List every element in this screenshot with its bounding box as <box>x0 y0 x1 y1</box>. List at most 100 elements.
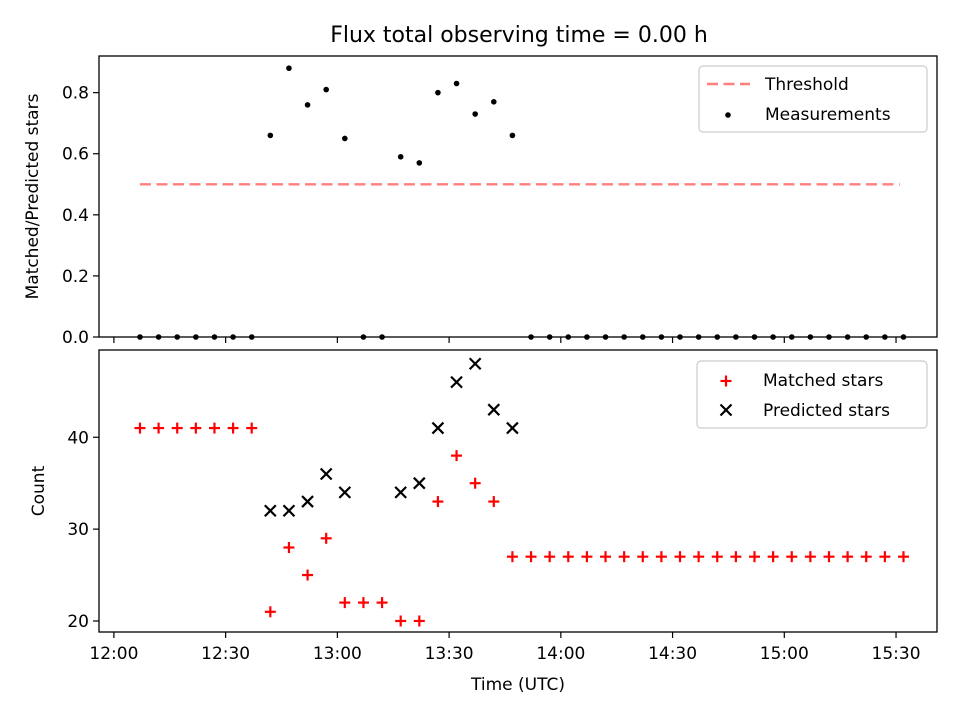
matched-point <box>395 615 407 627</box>
legend-matched-swatch <box>720 375 732 387</box>
top-ytick-label: 0.8 <box>62 84 89 104</box>
matched-point <box>562 551 574 563</box>
matched-point <box>544 551 556 563</box>
matched-point <box>246 422 258 434</box>
matched-point <box>879 551 891 563</box>
matched-point <box>190 422 202 434</box>
predicted-point-b <box>301 495 314 508</box>
matched-point <box>488 496 500 508</box>
bottom-ytick-label: 30 <box>67 520 89 540</box>
matched-point <box>897 551 909 563</box>
predicted-point-b <box>413 476 426 490</box>
matched-point <box>264 606 276 618</box>
top-axes-frame <box>98 55 938 338</box>
measurement-point <box>416 160 423 166</box>
matched-point <box>413 615 425 627</box>
predicted-point-b <box>468 357 482 371</box>
predicted-point-b <box>282 504 296 518</box>
matched-point <box>525 551 537 563</box>
measurement-point <box>304 102 311 108</box>
top-legend-frame <box>698 65 928 133</box>
legend-predicted-swatch <box>719 403 733 417</box>
bottom-ylabel: Count <box>29 465 49 516</box>
measurement-point <box>397 153 404 160</box>
matched-point <box>432 496 444 508</box>
top-legend: Threshold Measurements <box>698 65 928 133</box>
predicted-point <box>413 476 426 490</box>
matched-point <box>711 551 723 563</box>
predicted-point <box>301 495 314 508</box>
matched-point <box>283 541 295 553</box>
bottom-ytick-label: 40 <box>67 428 89 448</box>
matched-point <box>767 551 779 563</box>
predicted-point <box>319 467 333 481</box>
predicted-point <box>431 421 445 435</box>
top-ytick-label: 0.4 <box>62 206 89 226</box>
matched-point <box>600 551 612 563</box>
matched-point <box>357 597 369 609</box>
matched-point <box>749 551 761 563</box>
matched-point <box>208 422 220 434</box>
matched-point <box>842 551 854 563</box>
matched-point <box>469 477 481 489</box>
matched-point <box>320 532 332 544</box>
measurement-point <box>286 65 292 72</box>
matched-point <box>674 551 686 563</box>
legend-predicted-label: Predicted stars <box>763 401 890 421</box>
predicted-point <box>282 504 296 518</box>
top-ytick-label: 0.2 <box>62 267 89 287</box>
predicted-point-b <box>450 375 463 389</box>
predicted-point-b <box>319 467 333 481</box>
matched-point <box>302 569 314 581</box>
predicted-point <box>468 357 482 371</box>
bottom-xtick-label: 14:00 <box>536 644 585 664</box>
predicted-point <box>394 486 407 499</box>
bottom-xtick-label: 15:30 <box>872 644 921 664</box>
predicted-point <box>338 486 352 499</box>
predicted-point <box>264 504 277 518</box>
chart-title: Flux total observing time = 0.00 h <box>330 23 708 48</box>
top-panel: 0.0 0.2 0.4 0.6 0.8 Matched/Predicted stars Th… <box>23 55 938 348</box>
matched-point <box>804 551 816 563</box>
matched-point <box>637 551 649 563</box>
matched-point <box>618 551 630 563</box>
matched-point <box>227 422 239 434</box>
matched-point <box>171 422 183 434</box>
matched-point <box>655 551 667 563</box>
top-ytick-label: 0.0 <box>62 328 89 348</box>
matched-point <box>730 551 742 563</box>
measurement-point <box>509 132 516 139</box>
bottom-legend-frame <box>696 360 928 429</box>
legend-predicted-swatch-b <box>719 403 733 417</box>
measurement-point <box>435 89 441 96</box>
legend-matched-label: Matched stars <box>763 371 883 391</box>
matched-point <box>786 551 798 563</box>
matched-point <box>153 422 165 434</box>
matched-point <box>860 551 872 563</box>
legend-measurements-label: Measurements <box>765 105 891 125</box>
matched-point <box>339 597 351 609</box>
matched-point <box>451 450 463 462</box>
measurement-point <box>453 80 460 87</box>
measurement-point <box>267 132 274 139</box>
matched-point <box>693 551 705 563</box>
predicted-point-b <box>506 421 519 435</box>
top-ylabel: Matched/Predicted stars <box>23 93 43 299</box>
predicted-point-b <box>394 486 407 499</box>
bottom-xtick-label: 13:30 <box>425 644 474 664</box>
matched-point <box>134 422 146 434</box>
matched-point <box>376 597 388 609</box>
bottom-xtick-label: 14:30 <box>648 644 697 664</box>
bottom-xtick-label: 12:00 <box>89 644 138 664</box>
legend-threshold-label: Threshold <box>764 75 849 95</box>
predicted-point-b <box>338 486 352 499</box>
top-ytick-label: 0.6 <box>62 145 89 165</box>
bottom-xlabel: Time (UTC) <box>470 675 565 695</box>
measurement-point <box>342 135 348 142</box>
matched-point <box>823 551 835 563</box>
matched-point <box>581 551 593 563</box>
legend-measurements-swatch <box>725 112 731 118</box>
predicted-point-b <box>264 504 277 518</box>
bottom-panel: 20 30 40 12:00 12:30 13:00 13:30 14:00 14:30 15:0… <box>29 349 938 695</box>
